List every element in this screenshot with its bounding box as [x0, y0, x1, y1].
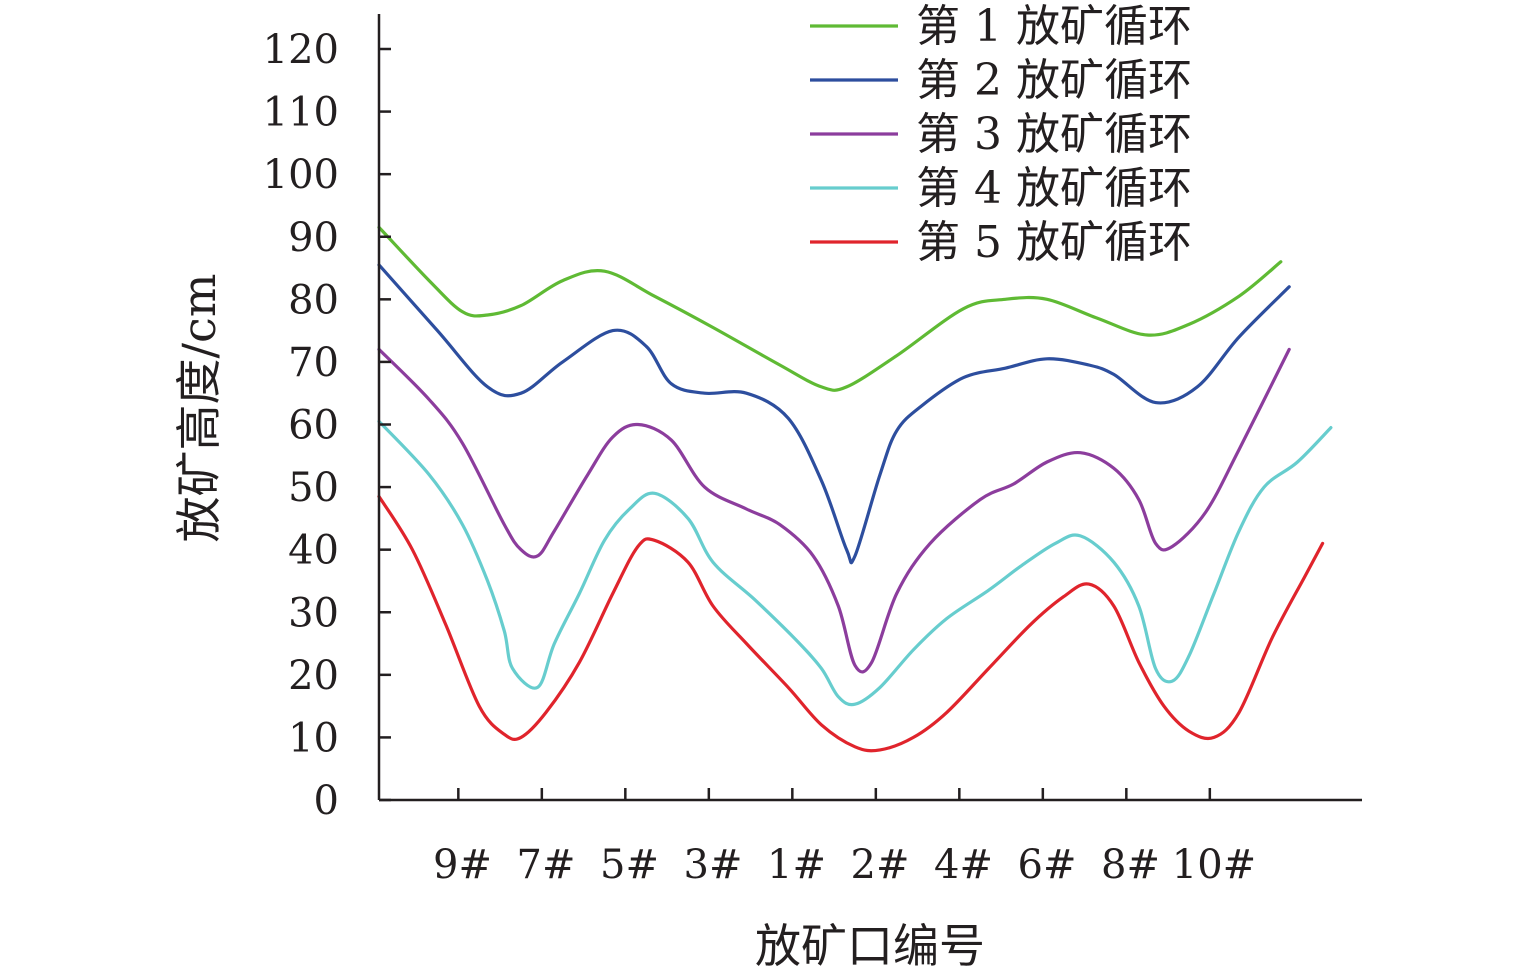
legend-item: 第 2 放矿循环 — [810, 55, 1192, 106]
y-tick-label: 50 — [288, 465, 339, 511]
y-tick-label: 120 — [263, 27, 339, 73]
x-axis-title: 放矿口编号 — [755, 919, 985, 972]
legend-item: 第 3 放矿循环 — [810, 109, 1192, 160]
x-tick-label: 6# — [1018, 842, 1077, 888]
y-tick-label: 30 — [288, 590, 339, 636]
y-tick-label: 60 — [288, 403, 339, 449]
series-line-1 — [377, 225, 1283, 392]
series-line-3 — [377, 347, 1291, 674]
y-axis-title: 放矿高度/cm — [172, 274, 226, 543]
x-tick-labels: 9# 7# 5# 3# 1# 2# 4# 6# 8# 10# — [433, 842, 1256, 888]
legend-item: 第 1 放矿循环 — [810, 1, 1192, 52]
legend-label: 第 5 放矿循环 — [916, 217, 1192, 268]
x-tick-label: 8# — [1101, 842, 1160, 888]
y-tick-label: 80 — [288, 277, 339, 323]
x-tick-label: 10# — [1172, 842, 1256, 888]
legend-label: 第 3 放矿循环 — [916, 109, 1192, 160]
y-tick-label: 20 — [288, 653, 339, 699]
y-tick-label: 10 — [288, 715, 339, 761]
x-tick-label: 4# — [934, 842, 993, 888]
axes-layer — [377, 14, 1362, 802]
y-tick-label: 40 — [288, 528, 339, 574]
y-tick-label: 70 — [288, 340, 339, 386]
legend-label: 第 4 放矿循环 — [916, 163, 1192, 214]
series-line-2 — [377, 263, 1291, 565]
legend-label: 第 2 放矿循环 — [916, 55, 1192, 106]
legend-item: 第 5 放矿循环 — [810, 217, 1192, 268]
x-tick-label: 7# — [517, 842, 576, 888]
y-tick-label: 100 — [263, 152, 339, 198]
series-line-5 — [377, 494, 1325, 753]
series-layer — [377, 225, 1333, 753]
y-ticks: 0 10 20 30 40 50 60 70 80 90 100 110 120 — [263, 27, 391, 824]
x-tick-label: 3# — [684, 842, 743, 888]
series-line-4 — [377, 419, 1333, 707]
legend-item: 第 4 放矿循环 — [810, 163, 1192, 214]
x-tick-label: 5# — [600, 842, 659, 888]
legend-label: 第 1 放矿循环 — [916, 1, 1192, 52]
x-tick-label: 9# — [433, 842, 492, 888]
y-tick-label: 90 — [288, 215, 339, 261]
y-tick-label: 110 — [263, 90, 339, 136]
x-ticks — [457, 788, 1212, 800]
x-tick-label: 1# — [767, 842, 826, 888]
y-tick-label: 0 — [314, 778, 339, 824]
x-tick-label: 2# — [851, 842, 910, 888]
